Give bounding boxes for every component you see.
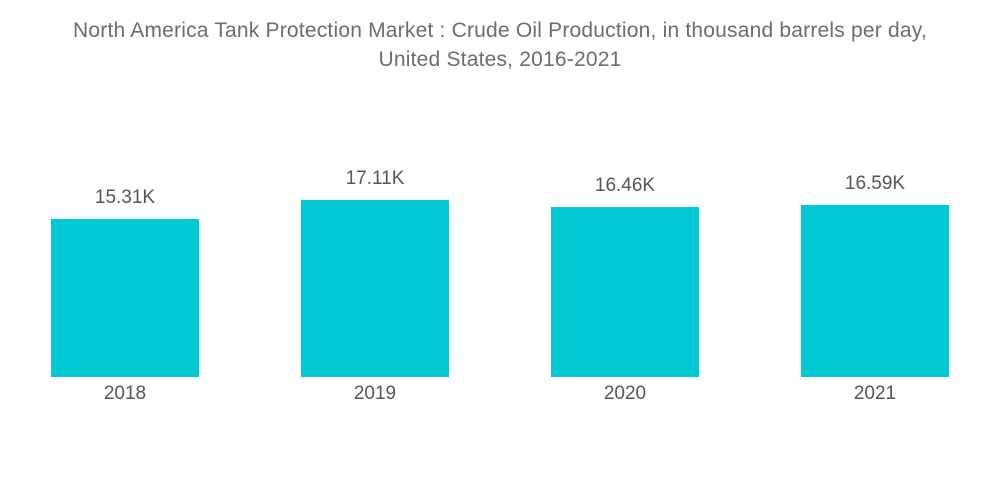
bar-value-label: 16.46K [594, 175, 656, 196]
bar-value-label: 15.31K [94, 187, 156, 208]
chart-title: North America Tank Protection Market : C… [0, 16, 1000, 74]
bar-column-2020: 16.46K [500, 0, 750, 377]
chart-title-line1: North America Tank Protection Market : C… [73, 19, 927, 42]
bar-2019 [301, 200, 449, 377]
bar-value-label: 16.59K [844, 173, 906, 194]
bar-column-2018: 15.31K [0, 0, 250, 377]
bar-column-2019: 17.11K [250, 0, 500, 377]
x-axis-label-2020: 2020 [603, 383, 647, 404]
x-axis-label-2019: 2019 [353, 383, 397, 404]
bar-chart-plot-area: 15.31K 17.11K 16.46K 16.59K [0, 0, 1000, 377]
x-axis-label-2021: 2021 [853, 383, 897, 404]
x-axis-label-2018: 2018 [103, 383, 147, 404]
x-axis-labels: 2018 2019 2020 2021 [0, 383, 1000, 405]
chart-title-line2: United States, 2016-2021 [378, 48, 622, 71]
bar-2021 [801, 205, 949, 377]
bar-2018 [51, 219, 199, 377]
bar-2020 [551, 207, 699, 377]
bar-value-label: 17.11K [345, 168, 405, 189]
bar-column-2021: 16.59K [750, 0, 1000, 377]
